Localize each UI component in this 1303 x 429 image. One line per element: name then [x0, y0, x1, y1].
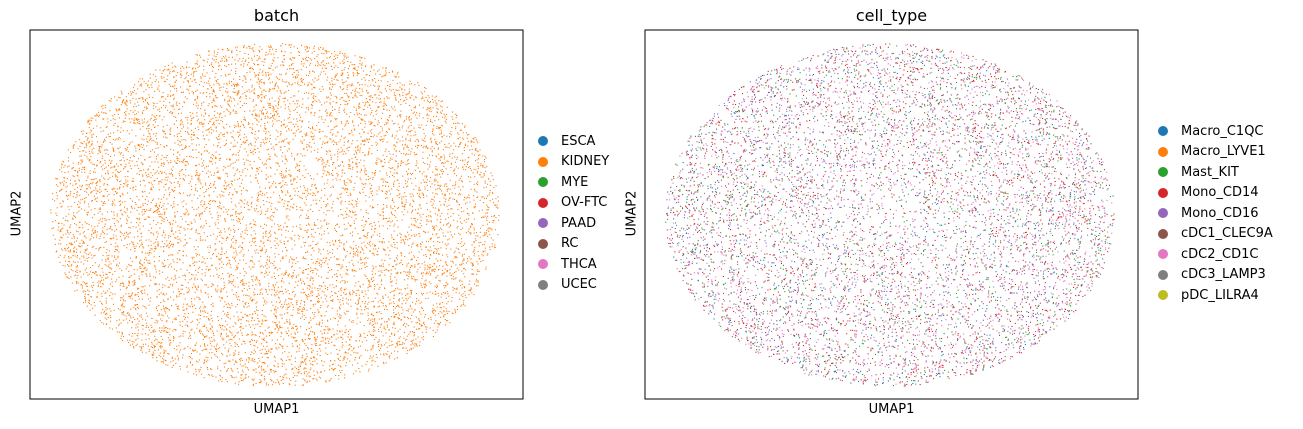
legend-label: cDC3_LAMP3 — [1181, 267, 1266, 283]
legend: Macro_C1QC Macro_LYVE1 Mast_KIT Mono_CD14 Mo… — [1158, 121, 1273, 306]
point-cloud — [665, 43, 1115, 387]
legend-label: PAAD — [561, 215, 597, 231]
legend-item: Mast_KIT — [1158, 162, 1273, 183]
legend-marker — [538, 136, 548, 147]
legend-label: THCA — [561, 256, 597, 272]
legend-item: MYE — [538, 172, 609, 193]
legend-marker — [538, 156, 548, 167]
legend-marker — [1158, 290, 1168, 301]
legend-marker — [1158, 208, 1168, 219]
legend-marker — [538, 259, 548, 270]
legend-item: Mono_CD16 — [1158, 203, 1273, 224]
legend-label: Macro_C1QC — [1181, 123, 1264, 139]
axes-frame — [644, 29, 1139, 400]
x-axis-label: UMAP1 — [868, 402, 915, 417]
legend-label: cDC2_CD1C — [1181, 246, 1259, 262]
legend-item: RC — [538, 234, 609, 255]
batch-panel: batch UMAP1 UMAP2 ESCA KIDNEY MYE OV-FTC PAA… — [0, 0, 640, 429]
scatter-plot — [644, 29, 1139, 400]
legend-marker — [538, 238, 548, 249]
legend-marker — [1158, 228, 1168, 239]
chart-title: cell_type — [855, 6, 928, 25]
legend-marker — [1158, 167, 1168, 178]
y-axis-label: UMAP2 — [9, 190, 25, 237]
legend-label: KIDNEY — [561, 154, 610, 170]
legend-item: UCEC — [538, 275, 609, 296]
legend-item: Macro_LYVE1 — [1158, 142, 1273, 163]
legend-marker — [538, 197, 548, 208]
legend-item: cDC1_CLEC9A — [1158, 224, 1273, 245]
legend-item: ESCA — [538, 131, 609, 152]
legend-label: UCEC — [561, 277, 597, 293]
legend-item: cDC3_LAMP3 — [1158, 265, 1273, 286]
legend-label: Mono_CD16 — [1181, 205, 1259, 221]
legend-item: KIDNEY — [538, 152, 609, 173]
legend-label: pDC_LILRA4 — [1181, 287, 1259, 303]
legend-label: OV-FTC — [561, 195, 608, 211]
legend-marker — [1158, 126, 1168, 137]
legend: ESCA KIDNEY MYE OV-FTC PAAD RC THCA UCEC — [538, 131, 609, 295]
legend-item: OV-FTC — [538, 193, 609, 214]
legend-marker — [1158, 249, 1168, 260]
legend-item: pDC_LILRA4 — [1158, 285, 1273, 306]
scatter-plot — [29, 29, 524, 400]
legend-label: Mono_CD14 — [1181, 185, 1259, 201]
legend-item: PAAD — [538, 213, 609, 234]
legend-label: RC — [561, 236, 579, 252]
legend-item: cDC2_CD1C — [1158, 244, 1273, 265]
axes-frame — [29, 29, 524, 400]
chart-title: batch — [253, 6, 300, 25]
point-cloud — [50, 43, 500, 386]
y-axis-label: UMAP2 — [624, 190, 640, 237]
legend-marker — [1158, 269, 1168, 280]
legend-marker — [1158, 187, 1168, 198]
legend-label: MYE — [561, 174, 589, 190]
legend-item: Mono_CD14 — [1158, 183, 1273, 204]
legend-label: cDC1_CLEC9A — [1181, 226, 1273, 242]
legend-item: THCA — [538, 254, 609, 275]
legend-label: Macro_LYVE1 — [1181, 144, 1266, 160]
cell-type-panel: cell_type UMAP1 UMAP2 Macro_C1QC Macro_LY… — [615, 0, 1303, 429]
legend-marker — [538, 218, 548, 229]
legend-label: ESCA — [561, 133, 596, 149]
x-axis-label: UMAP1 — [253, 402, 300, 417]
legend-marker — [538, 279, 548, 290]
legend-marker — [538, 177, 548, 188]
legend-item: Macro_C1QC — [1158, 121, 1273, 142]
legend-marker — [1158, 146, 1168, 157]
legend-label: Mast_KIT — [1181, 164, 1239, 180]
